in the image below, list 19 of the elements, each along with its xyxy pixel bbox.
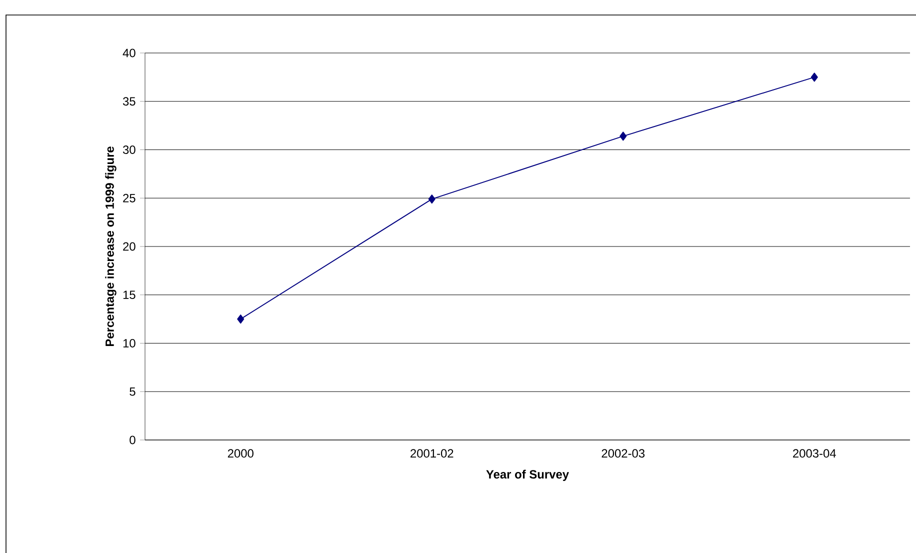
y-tick-label: 40 xyxy=(122,48,136,58)
y-tick-label: 5 xyxy=(130,387,136,396)
x-tick-label: 2002-03 xyxy=(602,449,645,458)
point xyxy=(620,132,627,141)
y-tick-label: 20 xyxy=(123,242,136,251)
y-tick-label: 30 xyxy=(122,146,136,154)
x-tick-label: 2003-04 xyxy=(793,449,836,458)
y-tick-label: 10 xyxy=(123,339,136,348)
y-tick-label: 15 xyxy=(123,290,136,300)
point xyxy=(237,314,244,324)
y-axis-title: Percentage increase on 1999 figure xyxy=(105,146,116,346)
y-tick-label: 25 xyxy=(123,194,136,202)
x-tick-label: 2001-02 xyxy=(410,449,454,458)
x-tick-label: 2000 xyxy=(228,449,254,458)
y-tick-label: 35 xyxy=(122,97,136,106)
point xyxy=(810,72,818,82)
point xyxy=(428,194,436,204)
y-tick-label: 0 xyxy=(130,436,136,444)
x-axis-title: Year of Survey xyxy=(486,470,569,481)
